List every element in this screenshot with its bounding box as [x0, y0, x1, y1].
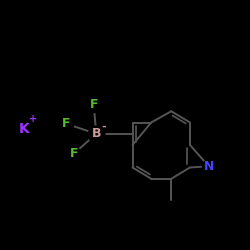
Text: B: B [92, 127, 101, 140]
Text: F: F [62, 117, 70, 130]
Text: F: F [90, 98, 98, 112]
Text: K: K [18, 122, 29, 136]
Text: -: - [102, 121, 106, 131]
Text: N: N [204, 160, 214, 173]
Text: +: + [29, 114, 37, 124]
Text: F: F [70, 147, 78, 160]
